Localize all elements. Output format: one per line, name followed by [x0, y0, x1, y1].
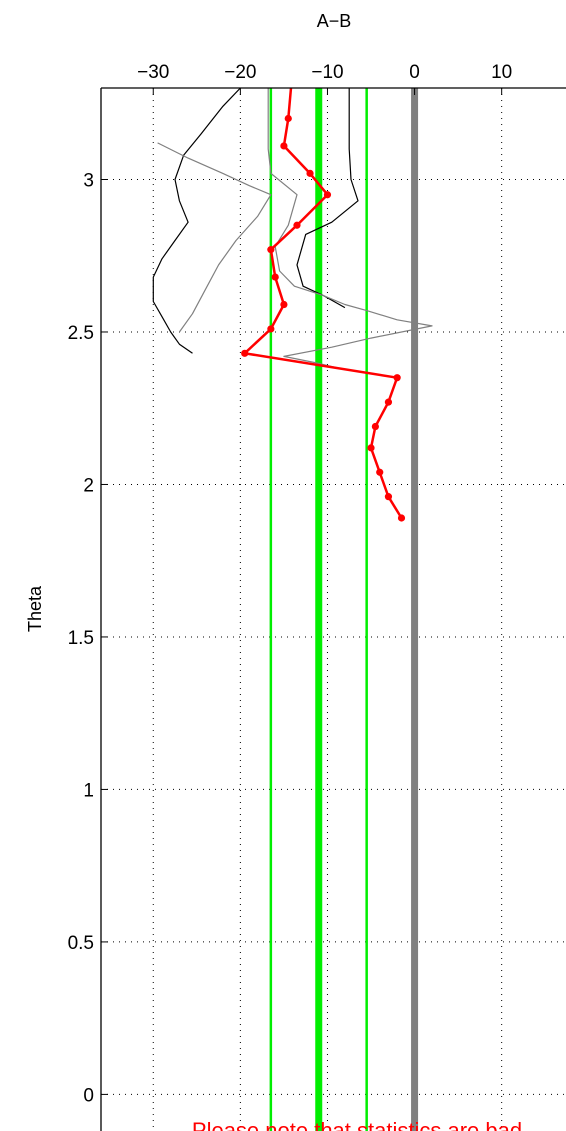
- y-tick-label: 0: [83, 1085, 94, 1106]
- series-line-4: [157, 142, 272, 333]
- data-point: [306, 169, 314, 177]
- data-point: [384, 398, 393, 406]
- x-axis-title: A−B: [317, 11, 352, 31]
- data-point: [367, 444, 375, 452]
- data-point: [397, 514, 406, 522]
- data-point: [289, 66, 296, 73]
- series-line-1: [296, 88, 359, 309]
- series-line-2: [152, 88, 241, 354]
- data-point: [393, 374, 401, 382]
- data-point: [284, 114, 292, 123]
- x-tick-label: −10: [311, 62, 343, 83]
- statistics-note: Please note that statistics are bad: [192, 1118, 522, 1131]
- axes: −30 −20 −10 0 10 0 0.5 1 1.5 2 2.5 3: [68, 62, 566, 1131]
- x-tick-label: −20: [224, 62, 256, 83]
- x-tick-label: −30: [137, 62, 169, 83]
- series-line-3: [267, 88, 433, 370]
- data-point: [280, 300, 288, 309]
- y-tick-label: 3: [83, 170, 94, 191]
- y-axis-title: Theta: [25, 585, 45, 632]
- data-series: [152, 66, 433, 522]
- data-point: [271, 273, 279, 281]
- data-point: [267, 325, 275, 333]
- data-point: [280, 142, 288, 150]
- y-tick-label: 0.5: [68, 933, 94, 954]
- data-point: [293, 221, 301, 229]
- y-tick-label: 2.5: [68, 323, 94, 344]
- reference-lines: [269, 88, 419, 1131]
- data-point: [371, 422, 379, 431]
- y-tick-label: 1: [83, 780, 94, 801]
- x-tick-label: 10: [491, 62, 512, 83]
- data-point: [376, 468, 384, 476]
- series-line-5: [243, 88, 403, 519]
- x-tick-label: 0: [409, 62, 420, 83]
- y-tick-label: 1.5: [68, 628, 94, 649]
- y-tick-label: 2: [83, 475, 94, 496]
- data-point: [323, 191, 332, 199]
- data-point: [241, 349, 249, 357]
- data-point: [267, 246, 275, 254]
- data-point: [384, 493, 393, 501]
- gridlines: [101, 88, 566, 1131]
